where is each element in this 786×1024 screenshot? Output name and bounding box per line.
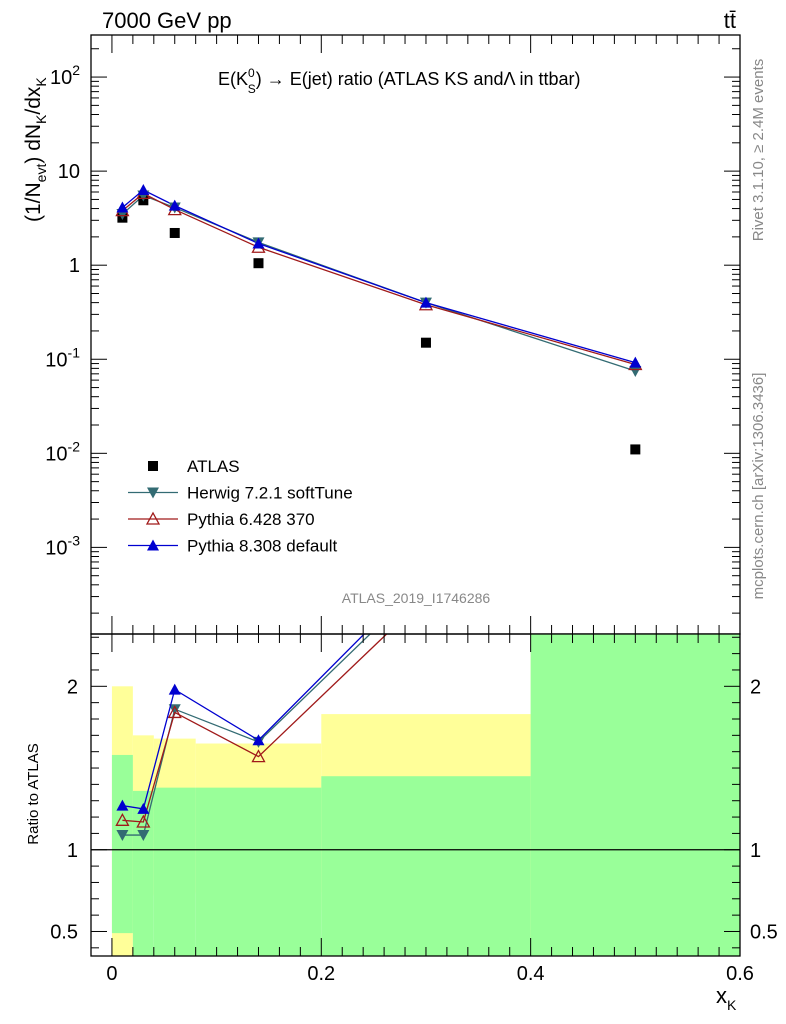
main-y-axis-title: (1/Nevt) dNK/dxK	[22, 77, 49, 222]
ratio-y-tick-labels: 0.5 0.5 1 1 2 2	[50, 676, 778, 943]
ratio-panel: 0 0.2 0.4 0.6 0.5 0.5 1 1 2 2	[50, 35, 778, 985]
energy-label: 7000 GeV pp	[102, 8, 232, 33]
y-tick-label: 1	[69, 255, 80, 277]
stat-uncertainty-band	[111, 754, 133, 934]
x-tick-labels: 0 0.2 0.4 0.6	[106, 963, 754, 985]
ratio-point	[116, 830, 129, 842]
ratio-y-tick-label-left: 2	[67, 676, 78, 698]
data-point	[420, 337, 431, 348]
legend-entry: Pythia 6.428 370	[128, 510, 315, 529]
main-series	[115, 184, 643, 455]
ratio-y-tick-label-right: 1	[750, 840, 761, 862]
stat-uncertainty-band	[153, 787, 196, 956]
data-point	[630, 444, 641, 455]
plot-title: E(K0 S) → E(jet) ratio (ATLAS KS andΛ in …	[218, 66, 581, 96]
main-panel: 10-3 10-2 10-1 1 10 102	[45, 34, 741, 635]
rivet-version-label: Rivet 3.1.10, ≥ 2.4M events	[750, 59, 767, 242]
plot-title-sub: S	[248, 82, 256, 96]
mc-point	[629, 366, 642, 378]
ratio-point	[137, 830, 150, 842]
data-point	[169, 227, 180, 238]
mcplots-label: mcplots.cern.ch [arXiv:1306.3436]	[750, 373, 767, 600]
y-tick-label: 102	[50, 62, 80, 89]
ratio-bands	[111, 634, 740, 956]
ratio-point	[251, 749, 266, 763]
x-tick-label: 0.6	[726, 963, 754, 985]
y-tick-label: 10	[58, 161, 80, 183]
legend-marker	[147, 539, 159, 551]
legend-marker	[147, 487, 159, 499]
ratio-point	[116, 799, 129, 811]
ratio-point	[137, 802, 150, 814]
analysis-id-label: ATLAS_2019_I1746286	[342, 590, 491, 606]
legend: ATLAS Herwig 7.2.1 softTune Pythia 6.428 3…	[128, 457, 353, 556]
series-line	[121, 192, 636, 366]
legend-entry: Pythia 8.308 default	[128, 537, 338, 556]
plot-title-prefix: E(K	[218, 69, 248, 89]
y-tick-label: 10-3	[45, 532, 80, 559]
mc-point	[419, 296, 432, 308]
process-label: tt̄	[724, 8, 736, 33]
ratio-frame	[90, 633, 741, 957]
legend-label: Pythia 8.308 default	[187, 537, 338, 556]
legend-label: ATLAS	[187, 457, 240, 476]
mc-point	[252, 237, 265, 249]
plot-title-sup: 0	[248, 66, 255, 80]
ratio-y-tick-label-right: 0.5	[750, 921, 778, 943]
ratio-y-axis-title: Ratio to ATLAS	[25, 743, 42, 844]
y-tick-label: 10-2	[45, 438, 80, 465]
mc-point	[629, 356, 642, 368]
y-tick-label: 10-1	[45, 344, 80, 371]
x-tick-label: 0	[106, 963, 117, 985]
x-tick-label: 0.4	[517, 963, 545, 985]
ratio-point	[136, 814, 151, 828]
legend-label: Herwig 7.2.1 softTune	[187, 484, 353, 503]
ratio-y-tick-label-left: 0.5	[50, 921, 78, 943]
stat-uncertainty-band	[132, 790, 154, 956]
legend-marker	[145, 511, 161, 525]
legend-marker	[148, 461, 158, 471]
ratio-series	[115, 566, 432, 842]
main-y-ticks	[91, 48, 740, 614]
stat-uncertainty-band	[195, 787, 322, 956]
legend-entry: ATLAS	[148, 457, 240, 476]
stat-uncertainty-band	[321, 776, 531, 956]
ratio-y-tick-label-right: 2	[750, 676, 761, 698]
plot-title-suffix: ) → E(jet) ratio (ATLAS KS andΛ in ttbar…	[256, 69, 581, 89]
legend-label: Pythia 6.428 370	[187, 510, 315, 529]
ratio-series-line	[122, 634, 388, 823]
ratio-point	[167, 705, 182, 719]
ratio-point	[420, 575, 432, 586]
mc-point	[137, 184, 150, 196]
series-line	[121, 189, 636, 364]
mc-point	[168, 199, 181, 211]
ratio-y-tick-label-left: 1	[67, 840, 78, 862]
ratio-point	[168, 683, 181, 695]
stat-uncertainty-band	[530, 634, 740, 956]
ratio-point	[168, 704, 181, 716]
series-line	[121, 194, 636, 372]
data-point	[253, 258, 264, 269]
ratio-point	[420, 566, 432, 577]
ratio-point	[115, 812, 130, 826]
x-axis-title: xK	[716, 983, 737, 1013]
legend-entry: Herwig 7.2.1 softTune	[128, 484, 353, 503]
x-tick-label: 0.2	[307, 963, 335, 985]
ratio-y-ticks	[91, 636, 740, 949]
mc-point	[116, 201, 129, 213]
ratio-point	[252, 734, 265, 746]
x-ticks	[111, 35, 741, 956]
main-y-tick-labels: 10-3 10-2 10-1 1 10 102	[45, 62, 80, 559]
